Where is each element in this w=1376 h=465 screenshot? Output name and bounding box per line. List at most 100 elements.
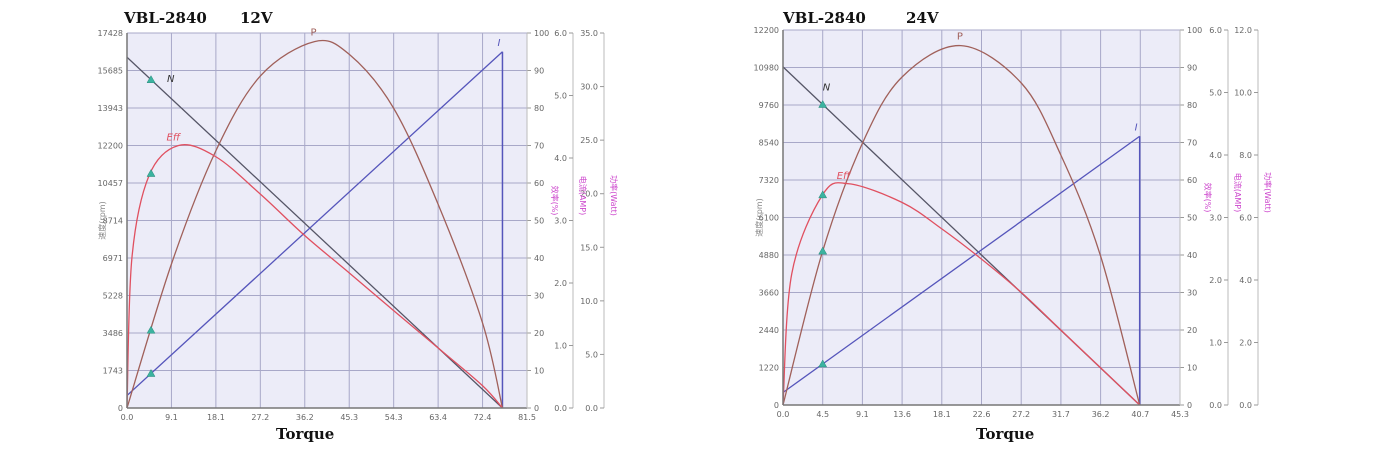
svg-text:17428: 17428 — [98, 29, 123, 38]
svg-text:10457: 10457 — [98, 179, 123, 188]
svg-text:35.0: 35.0 — [580, 29, 598, 38]
svg-text:4.0: 4.0 — [554, 154, 567, 163]
chart-title-voltage: 12V — [240, 9, 273, 27]
svg-text:4880: 4880 — [759, 251, 779, 260]
svg-text:速度(rpm): 速度(rpm) — [754, 198, 764, 236]
svg-text:3660: 3660 — [759, 289, 779, 298]
chart-12v: VBL-2840 12V 0.0 9.1 18.1 27.2 36.2 45.3 54.3 6… — [97, 9, 619, 443]
svg-text:36.2: 36.2 — [296, 413, 314, 422]
svg-text:0.0: 0.0 — [1209, 401, 1222, 410]
svg-text:18.1: 18.1 — [207, 413, 225, 422]
svg-text:45.3: 45.3 — [340, 413, 358, 422]
svg-text:I: I — [497, 38, 500, 49]
svg-text:40: 40 — [534, 254, 544, 263]
svg-text:5.0: 5.0 — [585, 350, 598, 359]
svg-text:2.0: 2.0 — [554, 279, 567, 288]
chart-title-model: VBL-2840 — [783, 9, 866, 27]
svg-text:100: 100 — [1187, 26, 1202, 35]
svg-text:4.0: 4.0 — [1209, 151, 1222, 160]
svg-text:100: 100 — [534, 29, 549, 38]
svg-text:10: 10 — [1187, 364, 1197, 373]
svg-text:2440: 2440 — [759, 326, 779, 335]
svg-text:20: 20 — [534, 329, 544, 338]
svg-text:40: 40 — [1187, 251, 1197, 260]
svg-text:80: 80 — [1187, 101, 1197, 110]
x-axis-title: Torque — [976, 425, 1035, 443]
svg-text:6100: 6100 — [759, 214, 779, 223]
svg-text:90: 90 — [1187, 64, 1197, 73]
svg-text:10.0: 10.0 — [580, 297, 598, 306]
svg-text:80: 80 — [534, 104, 544, 113]
svg-text:N: N — [823, 83, 831, 94]
svg-text:效率(%): 效率(%) — [1203, 183, 1213, 213]
svg-text:4.5: 4.5 — [816, 410, 829, 419]
svg-text:15.0: 15.0 — [580, 243, 598, 252]
svg-text:20: 20 — [1187, 326, 1197, 335]
svg-text:8714: 8714 — [103, 217, 123, 226]
svg-text:0.0: 0.0 — [554, 404, 567, 413]
svg-text:5228: 5228 — [103, 292, 123, 301]
svg-text:40.7: 40.7 — [1131, 410, 1149, 419]
svg-text:63.4: 63.4 — [429, 413, 447, 422]
svg-text:3.0: 3.0 — [554, 217, 567, 226]
svg-text:54.3: 54.3 — [385, 413, 403, 422]
svg-text:60: 60 — [534, 179, 544, 188]
svg-text:1.0: 1.0 — [554, 342, 567, 351]
svg-text:2.0: 2.0 — [1209, 276, 1222, 285]
svg-text:10.0: 10.0 — [1234, 89, 1252, 98]
svg-text:5.0: 5.0 — [1209, 89, 1222, 98]
svg-text:0: 0 — [1187, 401, 1192, 410]
svg-text:22.6: 22.6 — [973, 410, 991, 419]
svg-text:30: 30 — [1187, 289, 1197, 298]
svg-text:70: 70 — [1187, 139, 1197, 148]
svg-text:15685: 15685 — [98, 67, 123, 76]
svg-text:Eff: Eff — [837, 171, 852, 182]
svg-text:81.5: 81.5 — [518, 413, 536, 422]
svg-text:5.0: 5.0 — [554, 92, 567, 101]
svg-text:60: 60 — [1187, 176, 1197, 185]
svg-text:0.0: 0.0 — [1239, 401, 1252, 410]
svg-text:50: 50 — [1187, 214, 1197, 223]
svg-text:30: 30 — [534, 292, 544, 301]
svg-text:36.2: 36.2 — [1092, 410, 1110, 419]
svg-text:90: 90 — [534, 67, 544, 76]
svg-text:3486: 3486 — [103, 329, 123, 338]
svg-text:30.0: 30.0 — [580, 83, 598, 92]
svg-text:12200: 12200 — [98, 142, 123, 151]
svg-text:N: N — [167, 74, 175, 85]
svg-text:25.0: 25.0 — [580, 136, 598, 145]
svg-text:I: I — [1135, 122, 1138, 133]
svg-text:8540: 8540 — [759, 139, 779, 148]
svg-text:电流(AMP): 电流(AMP) — [1233, 173, 1243, 212]
svg-text:6971: 6971 — [103, 254, 123, 263]
svg-text:9.1: 9.1 — [165, 413, 178, 422]
svg-text:Eff: Eff — [167, 133, 182, 144]
svg-text:12.0: 12.0 — [1234, 26, 1252, 35]
svg-text:7320: 7320 — [759, 176, 779, 185]
svg-text:6.0: 6.0 — [1209, 26, 1222, 35]
x-axis-title: Torque — [276, 425, 335, 443]
svg-text:6.0: 6.0 — [1239, 214, 1252, 223]
svg-text:10: 10 — [534, 367, 544, 376]
svg-text:0.0: 0.0 — [777, 410, 790, 419]
svg-text:18.1: 18.1 — [933, 410, 951, 419]
svg-text:3.0: 3.0 — [1209, 214, 1222, 223]
svg-text:速度(rpm): 速度(rpm) — [97, 201, 107, 239]
svg-text:70: 70 — [534, 142, 544, 151]
plot-12v: 0.0 9.1 18.1 27.2 36.2 45.3 54.3 63.4 72.4 81.501… — [97, 28, 619, 422]
svg-text:0: 0 — [118, 404, 123, 413]
svg-text:45.3: 45.3 — [1171, 410, 1189, 419]
svg-text:2.0: 2.0 — [1239, 339, 1252, 348]
svg-text:20.0: 20.0 — [580, 190, 598, 199]
svg-text:9.1: 9.1 — [856, 410, 869, 419]
svg-text:1220: 1220 — [759, 364, 779, 373]
svg-text:12200: 12200 — [754, 26, 779, 35]
svg-text:8.0: 8.0 — [1239, 151, 1252, 160]
svg-text:0: 0 — [534, 404, 539, 413]
svg-text:0.0: 0.0 — [585, 404, 598, 413]
svg-text:1.0: 1.0 — [1209, 339, 1222, 348]
svg-text:27.2: 27.2 — [251, 413, 269, 422]
svg-text:功率(Watt): 功率(Watt) — [609, 175, 619, 216]
chart-title-model: VBL-2840 — [124, 9, 207, 27]
